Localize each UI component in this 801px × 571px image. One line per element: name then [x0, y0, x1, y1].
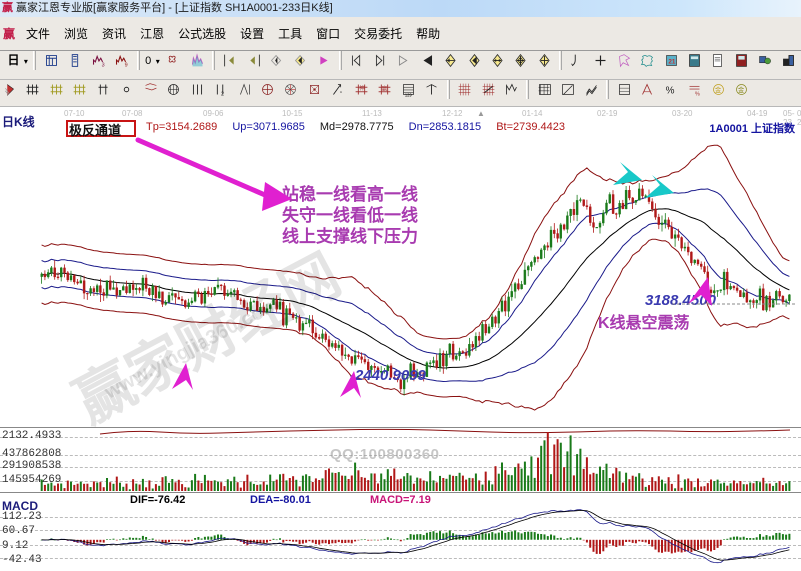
svg-text:金: 金: [738, 85, 745, 94]
svg-text:129: 129: [405, 92, 413, 97]
svg-text:3: 3: [101, 62, 104, 68]
svg-text:%: %: [665, 86, 674, 97]
svg-text:赢: 赢: [382, 84, 388, 92]
svg-text:金: 金: [714, 85, 721, 94]
svg-text:%: %: [695, 91, 700, 97]
svg-text:2: 2: [221, 91, 224, 97]
svg-text:21: 21: [668, 59, 676, 66]
svg-text:": ": [340, 91, 342, 97]
svg-text:9: 9: [125, 62, 128, 68]
svg-text:神: 神: [359, 84, 364, 92]
